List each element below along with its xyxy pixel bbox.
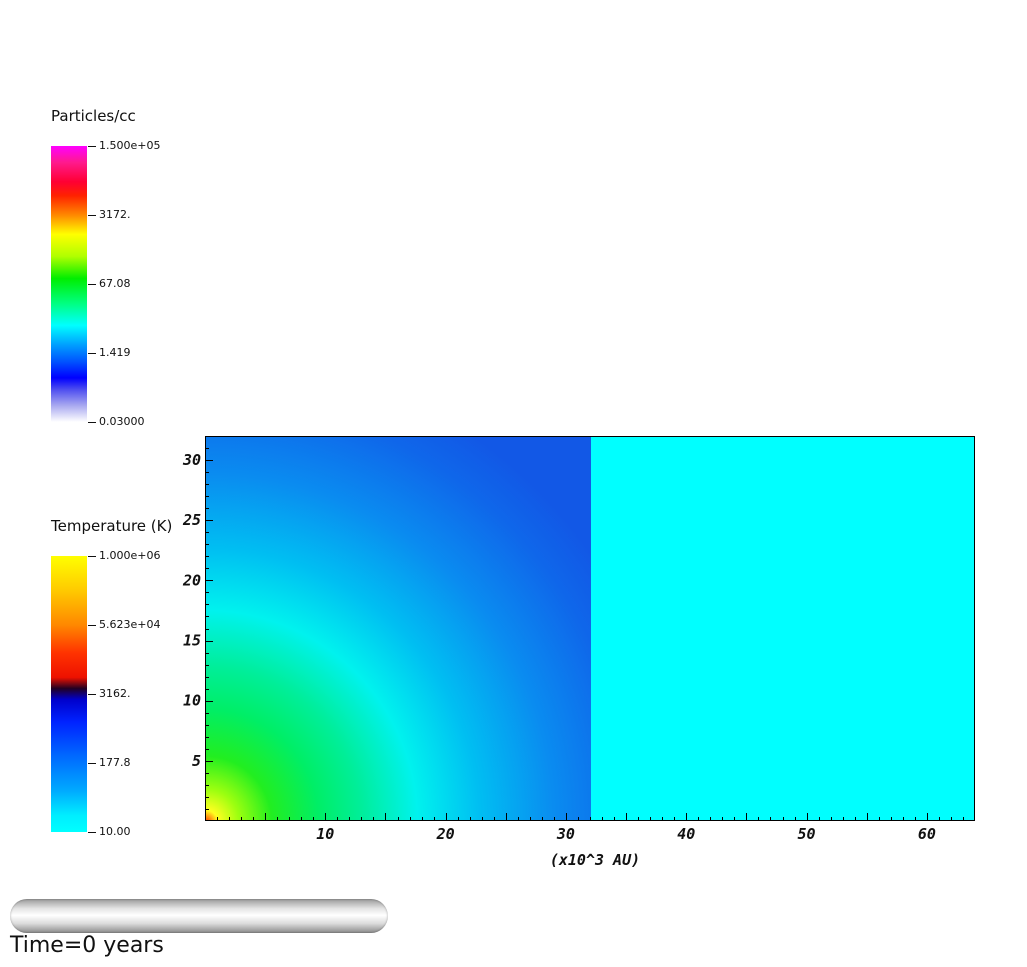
density-tick-label: 3172. [88, 209, 131, 221]
density-region [206, 437, 591, 820]
x-tick-label: 20 [436, 825, 455, 843]
x-tick-label: 10 [316, 825, 334, 843]
y-tick-label: 5 [192, 752, 201, 770]
density-tick-label: 67.08 [88, 278, 131, 290]
temperature-tick-label: 10.00 [88, 826, 131, 838]
plot-area [205, 436, 975, 821]
temperature-tick-label: 5.623e+04 [88, 619, 160, 631]
y-tick-label: 25 [182, 511, 201, 529]
temperature-legend-title: Temperature (K) [51, 517, 173, 535]
density-colorbar [51, 146, 87, 422]
x-tick-label: 30 [556, 825, 575, 843]
y-tick-label: 30 [182, 451, 201, 469]
time-label: Time=0 years [10, 933, 164, 958]
temperature-region [591, 437, 974, 820]
density-tick-label: 1.419 [88, 347, 131, 359]
density-tick-label: 1.500e+05 [88, 140, 160, 152]
x-tick-label: 50 [798, 825, 816, 843]
y-tick-label: 20 [182, 571, 201, 589]
temperature-colorbar [51, 556, 87, 832]
x-axis-title: (x10^3 AU) [550, 851, 640, 869]
time-slider[interactable] [10, 899, 388, 933]
y-tick-label: 10 [183, 692, 201, 710]
density-tick-label: 0.03000 [88, 416, 145, 428]
density-legend-title: Particles/cc [51, 107, 136, 125]
temperature-tick-label: 3162. [88, 688, 131, 700]
temperature-tick-label: 1.000e+06 [88, 550, 160, 562]
x-tick-label: 40 [677, 825, 695, 843]
y-tick-label: 15 [183, 632, 201, 650]
x-tick-label: 60 [918, 825, 936, 843]
temperature-tick-label: 177.8 [88, 757, 131, 769]
